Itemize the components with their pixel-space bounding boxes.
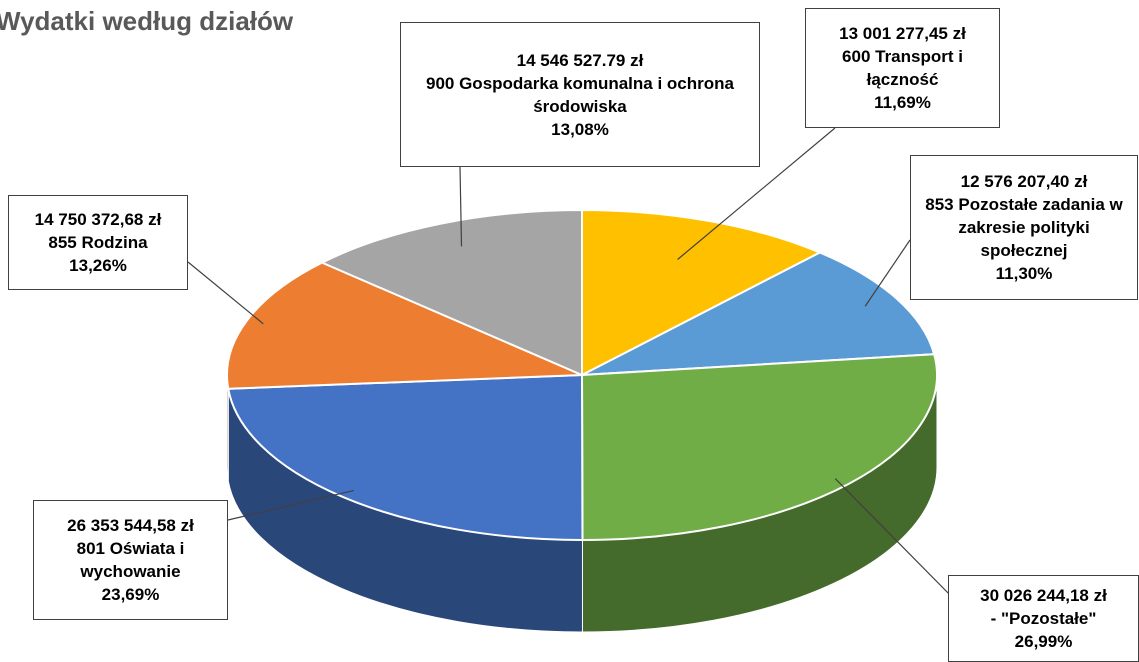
leader-line [187, 261, 264, 325]
slice [319, 208, 583, 377]
leader-line [864, 239, 911, 307]
label-text: 13,26% [69, 256, 127, 275]
label-text: 30 026 244,18 zł [980, 586, 1107, 605]
label-text: 12 576 207,40 zł [960, 172, 1088, 191]
label-text: 26 353 544,58 zł [67, 516, 194, 535]
data-label: 13 001 277,45 zł 600 Transport i łączność… [805, 8, 1000, 128]
label-text: 600 Transport i łączność [842, 47, 963, 89]
leader-line [227, 489, 355, 521]
label-text: 23,69% [101, 585, 160, 604]
slice [227, 373, 584, 542]
slice [581, 251, 936, 376]
label-text: 11,30% [995, 264, 1053, 283]
label-text: 26,99% [1014, 632, 1073, 651]
label-text: - "Pozostałe" [990, 609, 1097, 628]
label-text: 900 Gospodarka komunalna i ochrona środo… [426, 73, 734, 116]
label-text: 855 Rodzina [48, 233, 148, 252]
slice [226, 261, 583, 390]
data-label: 26 353 544,58 zł 801 Oświata i wychowanie… [33, 500, 228, 620]
label-text: 11,69% [874, 93, 931, 112]
chart-title: Wydatki według działów [0, 6, 294, 36]
leader-line [677, 127, 836, 260]
label-text: 13,08% [551, 119, 609, 139]
label-text: 14 546 527.79 zł [516, 50, 644, 70]
label-text: 14 750 372,68 zł [34, 210, 162, 229]
data-label: 14 750 372,68 zł 855 Rodzina 13,26% [8, 195, 188, 290]
data-label: 14 546 527.79 zł 900 Gospodarka komunalna… [400, 22, 760, 167]
data-label: 30 026 244,18 zł - "Pozostałe" 26,99% [948, 575, 1139, 662]
label-text: 853 Pozostałe zadania w zakresie polityk… [925, 195, 1123, 260]
slice [581, 208, 823, 377]
data-label: 12 576 207,40 zł 853 Pozostałe zadania w … [910, 155, 1138, 300]
slice [580, 353, 938, 542]
label-text: 13 001 277,45 zł [839, 24, 966, 43]
leader-line [459, 166, 463, 247]
leader-line [834, 478, 956, 601]
label-text: 801 Oświata i wychowanie [76, 539, 185, 581]
